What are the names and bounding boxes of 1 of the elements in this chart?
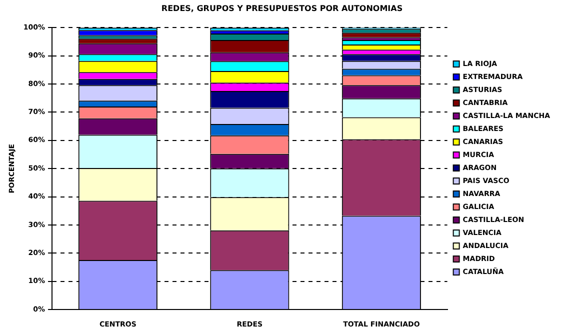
chart-title: REDES, GRUPOS Y PRESUPUESTOS POR AUTONOMIAS [161,4,403,13]
